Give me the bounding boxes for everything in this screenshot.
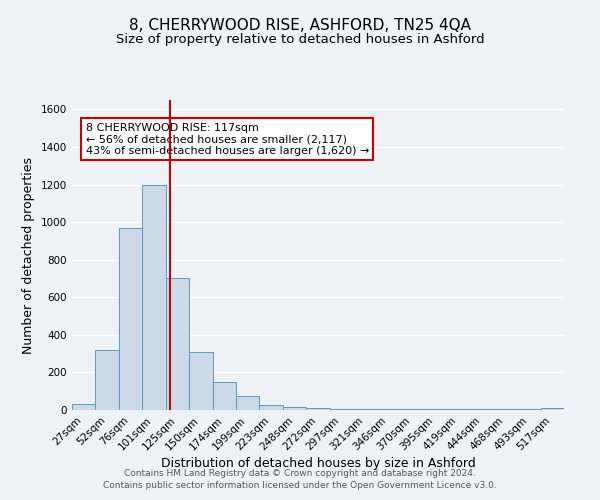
Bar: [400, 409, 424, 410]
Text: 8, CHERRYWOOD RISE, ASHFORD, TN25 4QA: 8, CHERRYWOOD RISE, ASHFORD, TN25 4QA: [129, 18, 471, 32]
Bar: [377, 409, 400, 410]
Bar: [283, 407, 306, 410]
Bar: [236, 396, 259, 410]
Bar: [494, 409, 517, 410]
Bar: [212, 382, 236, 410]
Y-axis label: Number of detached properties: Number of detached properties: [22, 156, 35, 354]
Bar: [142, 184, 166, 410]
Text: Contains HM Land Registry data © Crown copyright and database right 2024.: Contains HM Land Registry data © Crown c…: [124, 468, 476, 477]
Bar: [517, 409, 541, 410]
Bar: [119, 228, 142, 410]
X-axis label: Distribution of detached houses by size in Ashford: Distribution of detached houses by size …: [161, 458, 475, 470]
Bar: [166, 278, 189, 410]
Bar: [447, 409, 470, 410]
Bar: [541, 408, 564, 410]
Text: 8 CHERRYWOOD RISE: 117sqm
← 56% of detached houses are smaller (2,117)
43% of se: 8 CHERRYWOOD RISE: 117sqm ← 56% of detac…: [86, 122, 369, 156]
Bar: [72, 404, 95, 410]
Bar: [259, 406, 283, 410]
Bar: [306, 408, 330, 410]
Bar: [470, 409, 494, 410]
Bar: [424, 409, 447, 410]
Bar: [95, 350, 119, 410]
Text: Size of property relative to detached houses in Ashford: Size of property relative to detached ho…: [116, 32, 484, 46]
Bar: [330, 409, 353, 410]
Bar: [189, 352, 212, 410]
Text: Contains public sector information licensed under the Open Government Licence v3: Contains public sector information licen…: [103, 481, 497, 490]
Bar: [353, 409, 377, 410]
